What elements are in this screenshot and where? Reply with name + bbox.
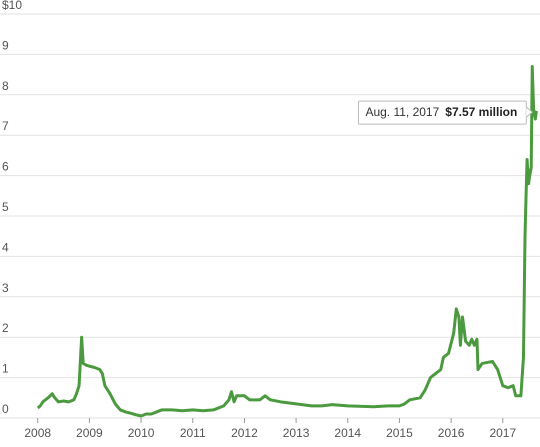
tooltip-point [532, 110, 537, 115]
y-tick-label: 0 [2, 402, 9, 416]
data-line [36, 65, 538, 418]
x-tick-label: 2008 [24, 426, 51, 440]
x-tick-label: 2013 [283, 426, 310, 440]
y-tick-label: 9 [2, 38, 9, 52]
y-tick-label: $10 [2, 0, 22, 12]
y-tick-label: 4 [2, 240, 9, 254]
tooltip-arrow [525, 106, 534, 118]
x-tick-label: 2012 [231, 426, 258, 440]
y-tick-label: 1 [2, 362, 9, 376]
tooltip-date: Aug. 11, 2017 [365, 105, 439, 119]
x-tick-label: 2015 [386, 426, 413, 440]
tooltip: Aug. 11, 2017 $7.57 million [357, 100, 534, 125]
x-tick-label: 2017 [489, 426, 516, 440]
tooltip-value: $7.57 million [445, 105, 517, 119]
y-tick-label: 3 [2, 281, 9, 295]
y-tick-label: 5 [2, 200, 9, 214]
x-tick-label: 2016 [438, 426, 465, 440]
y-tick-label: 6 [2, 160, 9, 174]
x-tick-label: 2010 [128, 426, 155, 440]
y-tick-label: 2 [2, 321, 9, 335]
x-tick-label: 2014 [334, 426, 361, 440]
x-tick-label: 2011 [180, 426, 206, 440]
y-tick-label: 7 [2, 119, 9, 133]
x-tick-label: 2009 [76, 426, 103, 440]
y-tick-label: 8 [2, 79, 9, 93]
